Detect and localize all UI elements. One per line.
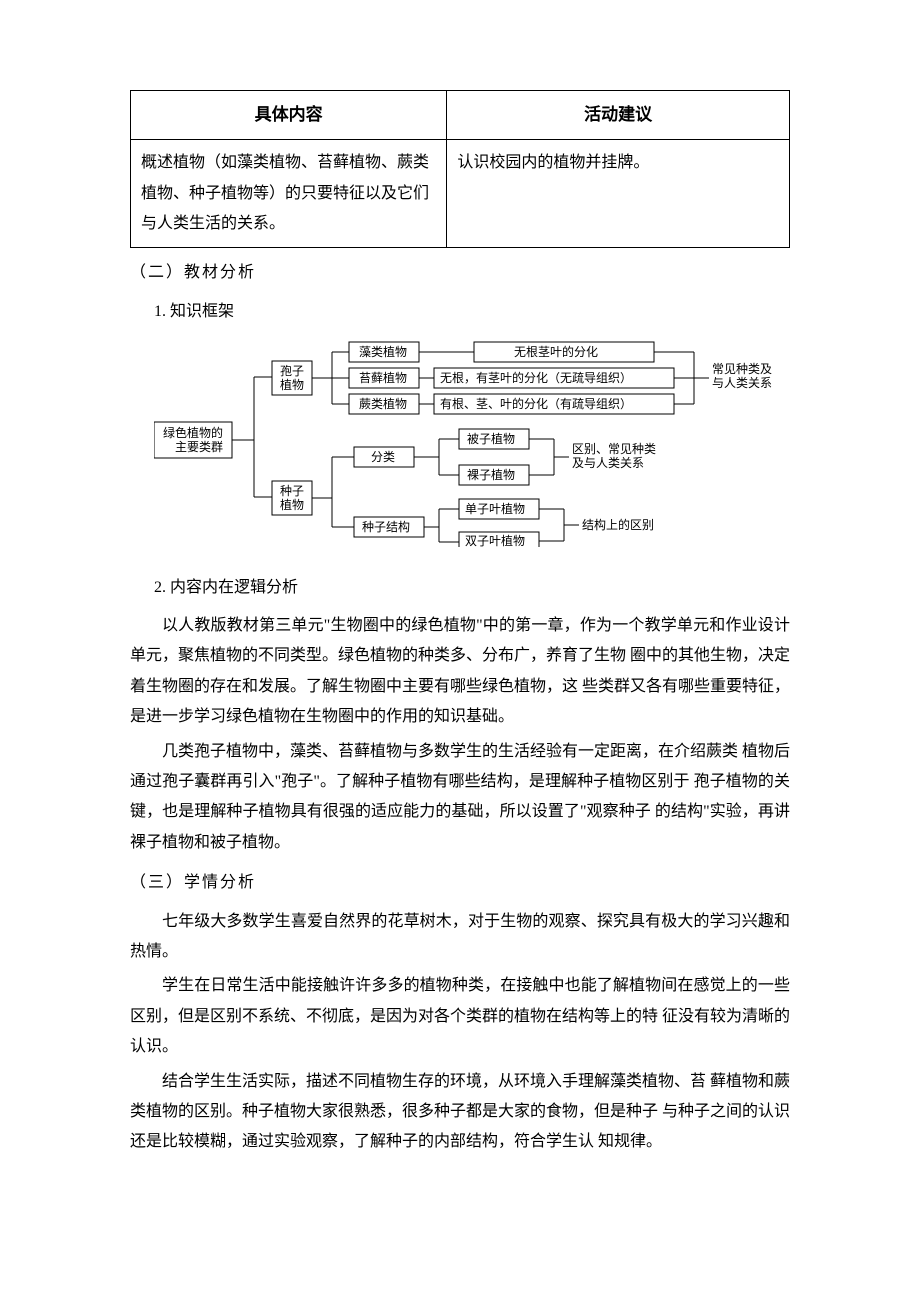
class-right-l1: 区别、常见种类 [572, 442, 656, 456]
paragraph-2: 几类孢子植物中，藻类、苔藓植物与多数学生的生活经验有一定距离，在介绍蕨类 植物后… [130, 737, 790, 859]
table-row: 概述植物（如藻类植物、苔藓植物、蕨类植物、种子植物等）的只要特征以及它们与人类生… [131, 140, 790, 248]
node-class: 分类 [371, 450, 395, 464]
node-seed-l1: 种子 [280, 484, 304, 498]
node-fern: 蕨类植物 [359, 396, 407, 411]
node-root-l2: 主要类群 [175, 440, 223, 454]
header-content: 具体内容 [131, 91, 447, 140]
table-header-row: 具体内容 活动建议 [131, 91, 790, 140]
spore-right-l2: 与人类关系 [712, 376, 772, 390]
node-algae: 藻类植物 [359, 344, 407, 359]
paragraph-5: 结合学生生活实际，描述不同植物生存的环境，从环境入手理解藻类植物、苔 藓植物和蕨… [130, 1067, 790, 1158]
node-seed-l2: 植物 [280, 497, 304, 512]
node-gymno: 裸子植物 [467, 467, 515, 482]
node-spore-l2: 植物 [280, 377, 304, 392]
struct-right: 结构上的区别 [582, 517, 654, 532]
node-root-l1: 绿色植物的 [163, 425, 223, 440]
node-seedstruct: 种子结构 [362, 519, 410, 534]
subheading-logic: 2. 内容内在逻辑分析 [154, 573, 790, 603]
paragraph-3: 七年级大多数学生喜爱自然界的花草树木，对于生物的观察、探究具有极大的学习兴趣和热… [130, 907, 790, 968]
note-fern: 有根、茎、叶的分化（有疏导组织） [440, 396, 632, 411]
node-moss: 苔藓植物 [359, 370, 407, 385]
paragraph-1: 以人教版教材第三单元"生物圈中的绿色植物"中的第一章，作为一个教学单元和作业设计… [130, 611, 790, 733]
node-dico: 双子叶植物 [465, 533, 525, 547]
node-angio: 被子植物 [467, 431, 515, 446]
section-2-heading: （二）教材分析 [130, 258, 790, 288]
node-mono: 单子叶植物 [465, 501, 525, 516]
content-table: 具体内容 活动建议 概述植物（如藻类植物、苔藓植物、蕨类植物、种子植物等）的只要… [130, 90, 790, 248]
note-moss: 无根，有茎叶的分化（无疏导组织） [440, 370, 632, 385]
class-right-l2: 及与人类关系 [572, 456, 644, 470]
cell-content: 概述植物（如藻类植物、苔藓植物、蕨类植物、种子植物等）的只要特征以及它们与人类生… [131, 140, 447, 248]
spore-right-l1: 常见种类及 [712, 362, 772, 376]
node-spore-l1: 孢子 [280, 364, 304, 378]
cell-suggestion: 认识校园内的植物并挂牌。 [447, 140, 790, 248]
subheading-framework: 1. 知识框架 [154, 297, 790, 327]
section-3-heading: （三）学情分析 [130, 868, 790, 898]
note-algae: 无根茎叶的分化 [514, 344, 598, 359]
header-suggestion: 活动建议 [447, 91, 790, 140]
paragraph-4: 学生在日常生活中能接触许许多多的植物种类，在接触中也能了解植物间在感觉上的一些区… [130, 971, 790, 1062]
knowledge-framework-diagram: 绿色植物的 主要类群 孢子 植物 种子 植物 藻类植物 苔藓植物 蕨类植物 无根… [154, 337, 790, 558]
